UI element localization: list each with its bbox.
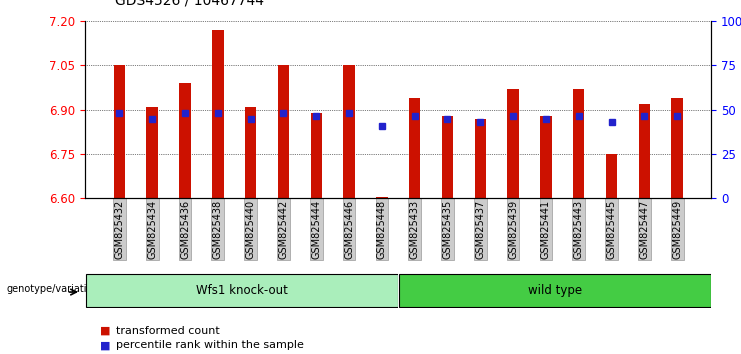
Bar: [376, 197, 388, 198]
Bar: [442, 116, 453, 198]
Bar: [508, 89, 519, 198]
Bar: [113, 65, 125, 198]
Text: percentile rank within the sample: percentile rank within the sample: [116, 340, 305, 350]
Text: GDS4526 / 10467744: GDS4526 / 10467744: [115, 0, 264, 7]
Text: ■: ■: [100, 326, 114, 336]
Text: ■: ■: [100, 340, 114, 350]
Bar: [540, 116, 551, 198]
Bar: [147, 107, 158, 198]
Text: transformed count: transformed count: [116, 326, 220, 336]
Bar: [343, 65, 355, 198]
Text: Wfs1 knock-out: Wfs1 knock-out: [196, 284, 288, 297]
Text: genotype/variation: genotype/variation: [7, 284, 99, 293]
Bar: [639, 104, 650, 198]
Bar: [671, 98, 683, 198]
Bar: [212, 30, 224, 198]
FancyBboxPatch shape: [86, 274, 398, 307]
Bar: [409, 98, 420, 198]
Bar: [474, 119, 486, 198]
Bar: [179, 83, 190, 198]
Text: wild type: wild type: [528, 284, 582, 297]
Bar: [573, 89, 585, 198]
Bar: [606, 154, 617, 198]
Bar: [278, 65, 289, 198]
Bar: [245, 107, 256, 198]
FancyBboxPatch shape: [399, 274, 711, 307]
Bar: [310, 113, 322, 198]
